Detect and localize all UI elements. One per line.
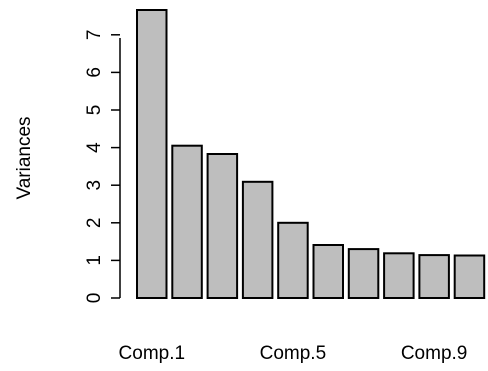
x-tick-label-comp-9: Comp.9 bbox=[401, 343, 468, 364]
bar-comp-9 bbox=[418, 254, 450, 300]
y-tick-label-4: 4 bbox=[84, 142, 105, 153]
bars-group bbox=[136, 9, 486, 300]
bar-comp-4 bbox=[241, 180, 274, 299]
y-tick-label-0: 0 bbox=[84, 293, 105, 304]
y-axis-label: Variances bbox=[14, 116, 35, 199]
bar-comp-2 bbox=[171, 144, 203, 299]
x-tick-label-comp-5: Comp.5 bbox=[260, 343, 327, 364]
x-axis-labels: Comp.1 Comp.5 Comp.9 bbox=[119, 343, 468, 364]
y-tick-label-5: 5 bbox=[84, 105, 105, 116]
y-tick-label-3: 3 bbox=[84, 180, 105, 191]
y-tick-label-1: 1 bbox=[84, 255, 105, 266]
y-tick-label-6: 6 bbox=[84, 67, 105, 78]
x-tick-label-comp-1: Comp.1 bbox=[119, 343, 186, 364]
bar-comp-8 bbox=[383, 252, 415, 300]
y-tick-label-7: 7 bbox=[84, 30, 105, 41]
y-tick-label-2: 2 bbox=[84, 218, 105, 229]
bar-comp-7 bbox=[347, 248, 380, 300]
bar-comp-1 bbox=[136, 9, 168, 299]
bar-comp-10 bbox=[453, 254, 486, 299]
bar-comp-6 bbox=[312, 244, 344, 299]
bar-comp-3 bbox=[206, 153, 239, 299]
bar-comp-5 bbox=[277, 221, 309, 299]
y-axis-ticks: 0 1 2 3 4 5 6 7 bbox=[84, 30, 120, 304]
